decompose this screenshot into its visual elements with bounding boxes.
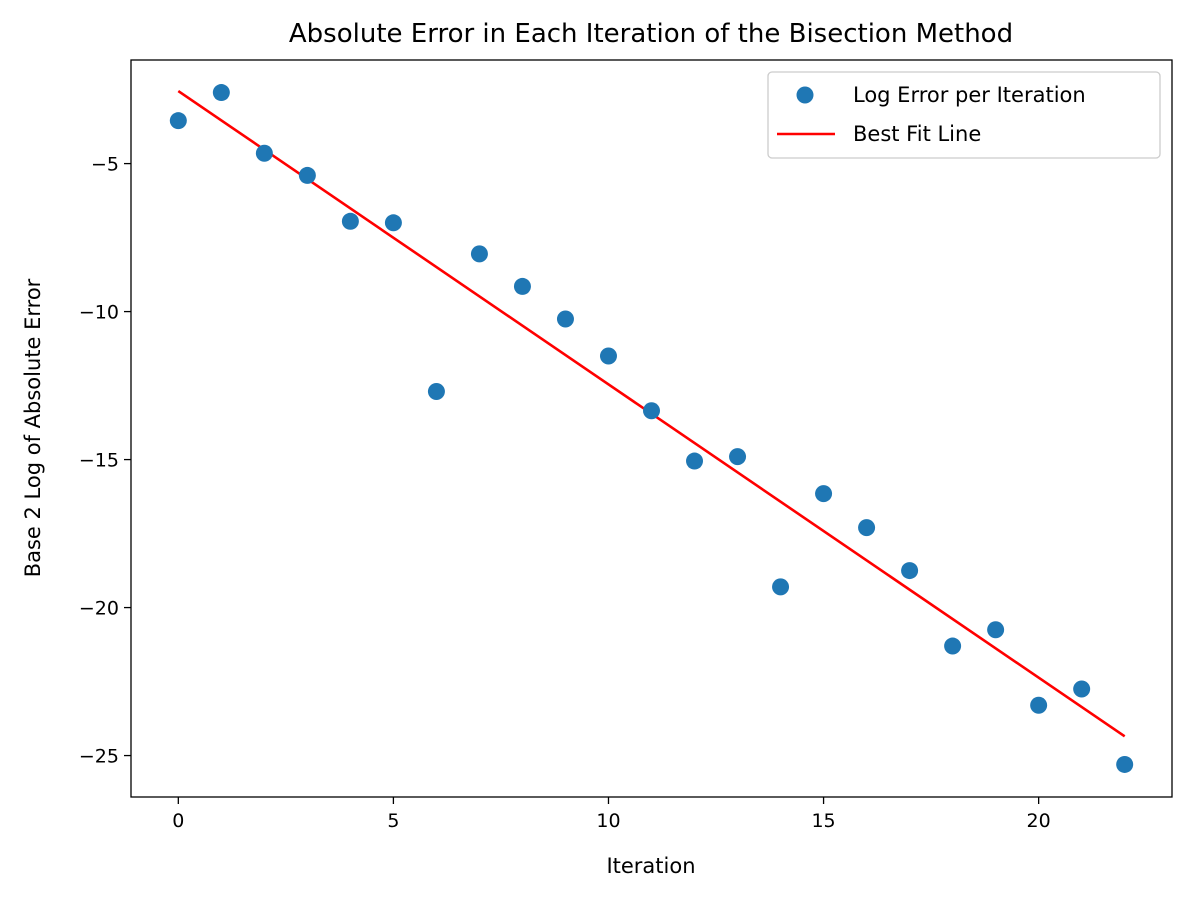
x-tick-label-10: 10 (596, 810, 620, 832)
y-axis-label: Base 2 Log of Absolute Error (21, 278, 45, 577)
scatter-point-15 (815, 485, 833, 503)
scatter-point-1 (212, 84, 230, 102)
scatter-point-22 (1116, 755, 1134, 773)
legend-label-scatter: Log Error per Iteration (853, 83, 1086, 107)
scatter-point-9 (556, 310, 574, 328)
plot-area (131, 60, 1172, 797)
y-tick-label-20: −20 (79, 598, 119, 620)
x-tick-label-20: 20 (1027, 810, 1051, 832)
scatter-point-7 (470, 245, 488, 263)
scatter-point-12 (686, 452, 704, 470)
plot-background (131, 60, 1172, 797)
legend-box (767, 71, 1161, 159)
x-tick-label-15: 15 (811, 810, 835, 832)
scatter-point-5 (384, 214, 402, 232)
x-tick-label-5: 5 (387, 810, 399, 832)
scatter-point-21 (1073, 680, 1091, 698)
scatter-point-11 (643, 402, 660, 420)
x-axis-label: Iteration (606, 854, 695, 878)
scatter-point-14 (772, 578, 790, 596)
scatter-point-3 (298, 166, 316, 184)
scatter-point-13 (729, 448, 747, 466)
scatter-point-8 (513, 277, 531, 295)
scatter-point-2 (255, 144, 273, 162)
scatter-point-20 (1030, 696, 1048, 714)
data-marks (169, 84, 1134, 773)
x-axis: 0 5 10 15 20 (172, 797, 1051, 832)
y-tick-label-15: −15 (79, 450, 119, 472)
scatter-point-18 (944, 637, 962, 655)
y-axis: −5 −10 −15 −20 −25 (79, 154, 131, 768)
y-tick-label-10: −10 (79, 302, 119, 324)
scatter-point-17 (901, 562, 919, 580)
chart-title: Absolute Error in Each Iteration of the … (289, 19, 1013, 49)
scatter-point-10 (599, 347, 617, 365)
y-tick-label-5: −5 (91, 154, 119, 176)
scatter-point-16 (858, 519, 876, 537)
scatter-point-19 (987, 621, 1005, 639)
x-tick-label-0: 0 (172, 810, 184, 832)
legend-label-line: Best Fit Line (853, 122, 981, 146)
legend-marker-scatter (796, 86, 814, 104)
scatter-point-0 (169, 112, 187, 130)
legend: Log Error per Iteration Best Fit Line (767, 71, 1161, 159)
scatter-point-4 (341, 212, 359, 230)
plot-frame (130, 59, 1173, 798)
y-tick-label-25: −25 (79, 746, 119, 768)
scatter-point-6 (427, 383, 445, 401)
